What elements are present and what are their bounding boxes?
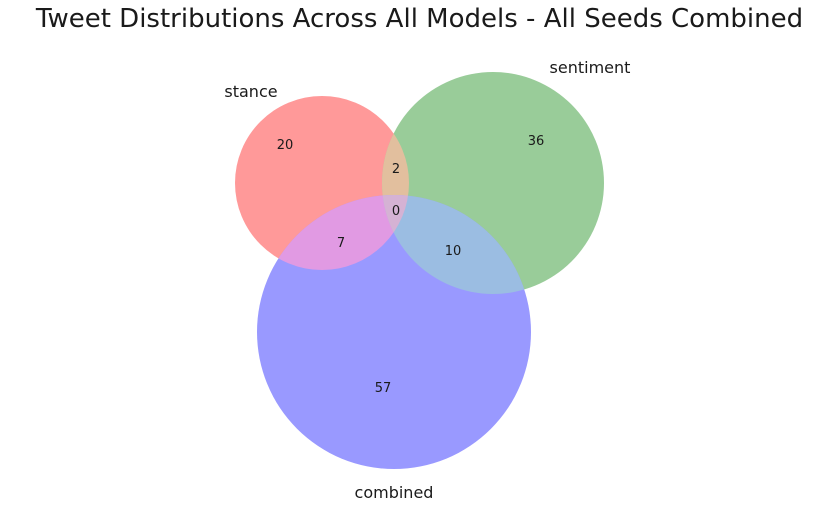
region-sentiment-combined: 10: [445, 244, 462, 259]
stance-combined-overlap: [257, 195, 409, 270]
region-stance-only: 20: [277, 138, 294, 153]
set-label-sentiment: sentiment: [550, 58, 631, 77]
region-combined-only: 57: [375, 381, 392, 396]
chart-title: Tweet Distributions Across All Models - …: [35, 4, 804, 34]
region-stance-combined: 7: [337, 236, 345, 251]
set-label-combined: combined: [355, 483, 434, 502]
set-label-stance: stance: [224, 82, 277, 101]
region-all-three: 0: [392, 204, 400, 219]
region-stance-sentiment: 2: [392, 162, 400, 177]
region-sentiment-only: 36: [528, 134, 545, 149]
sentiment-combined-overlap: [382, 195, 531, 294]
